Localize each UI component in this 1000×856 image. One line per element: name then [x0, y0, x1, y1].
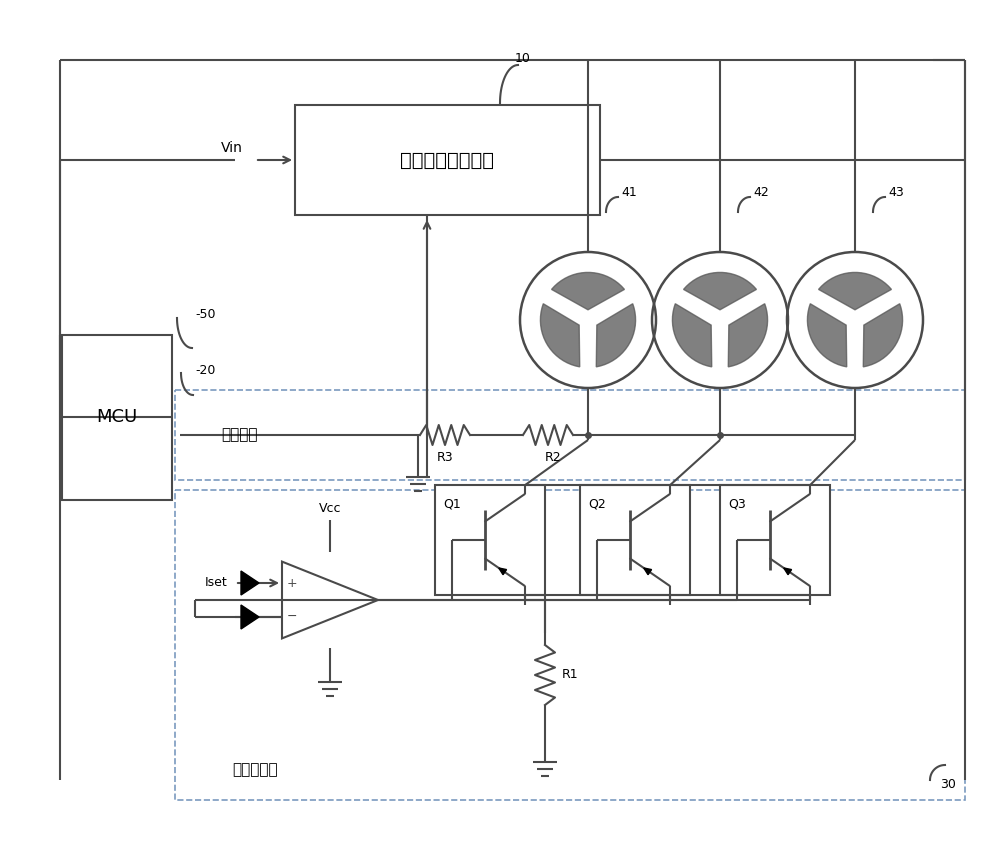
Polygon shape [728, 304, 768, 367]
Text: 43: 43 [888, 186, 904, 199]
Polygon shape [241, 605, 259, 629]
Polygon shape [684, 272, 756, 310]
Text: R1: R1 [562, 669, 578, 681]
Polygon shape [784, 568, 792, 574]
Text: -50: -50 [195, 308, 216, 322]
Polygon shape [596, 304, 636, 367]
Text: −: − [287, 610, 297, 623]
Polygon shape [819, 272, 891, 310]
Text: 电源开关控刻电路: 电源开关控刻电路 [400, 151, 494, 169]
Polygon shape [241, 571, 259, 595]
Bar [720, 485, 830, 595]
Polygon shape [540, 304, 580, 367]
Text: Iset: Iset [204, 576, 227, 590]
Text: 30: 30 [940, 778, 956, 792]
Bar [580, 485, 690, 595]
Polygon shape [807, 304, 847, 367]
Text: Vin: Vin [221, 141, 243, 155]
Text: 10: 10 [515, 51, 531, 64]
Text: 41: 41 [621, 186, 637, 199]
Text: Vcc: Vcc [319, 502, 341, 514]
Text: Q1: Q1 [443, 497, 461, 510]
Text: MCU: MCU [96, 408, 138, 426]
Text: R2: R2 [545, 450, 561, 463]
Polygon shape [552, 272, 624, 310]
Bar [295, 105, 600, 215]
Text: -20: -20 [195, 364, 215, 377]
Bar [62, 335, 172, 500]
Text: 采样电路: 采样电路 [222, 427, 258, 443]
Polygon shape [863, 304, 903, 367]
Text: 42: 42 [753, 186, 769, 199]
Polygon shape [499, 568, 507, 574]
Text: +: + [287, 577, 297, 590]
Text: Q3: Q3 [728, 497, 746, 510]
Text: Q2: Q2 [588, 497, 606, 510]
Text: R3: R3 [437, 450, 453, 463]
Text: 恒流镜电路: 恒流镜电路 [232, 763, 278, 777]
Polygon shape [644, 568, 652, 574]
Bar [175, 490, 965, 800]
Bar [435, 485, 545, 595]
Bar [175, 390, 965, 480]
Polygon shape [672, 304, 712, 367]
